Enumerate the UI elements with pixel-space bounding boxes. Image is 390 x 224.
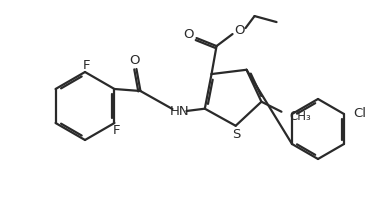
- Text: O: O: [129, 54, 140, 67]
- Text: CH₃: CH₃: [289, 110, 311, 123]
- Text: O: O: [183, 28, 194, 41]
- Text: O: O: [234, 24, 245, 37]
- Text: F: F: [83, 58, 91, 71]
- Text: F: F: [113, 123, 120, 136]
- Text: S: S: [232, 128, 241, 141]
- Text: HN: HN: [170, 105, 189, 118]
- Text: Cl: Cl: [353, 106, 366, 119]
